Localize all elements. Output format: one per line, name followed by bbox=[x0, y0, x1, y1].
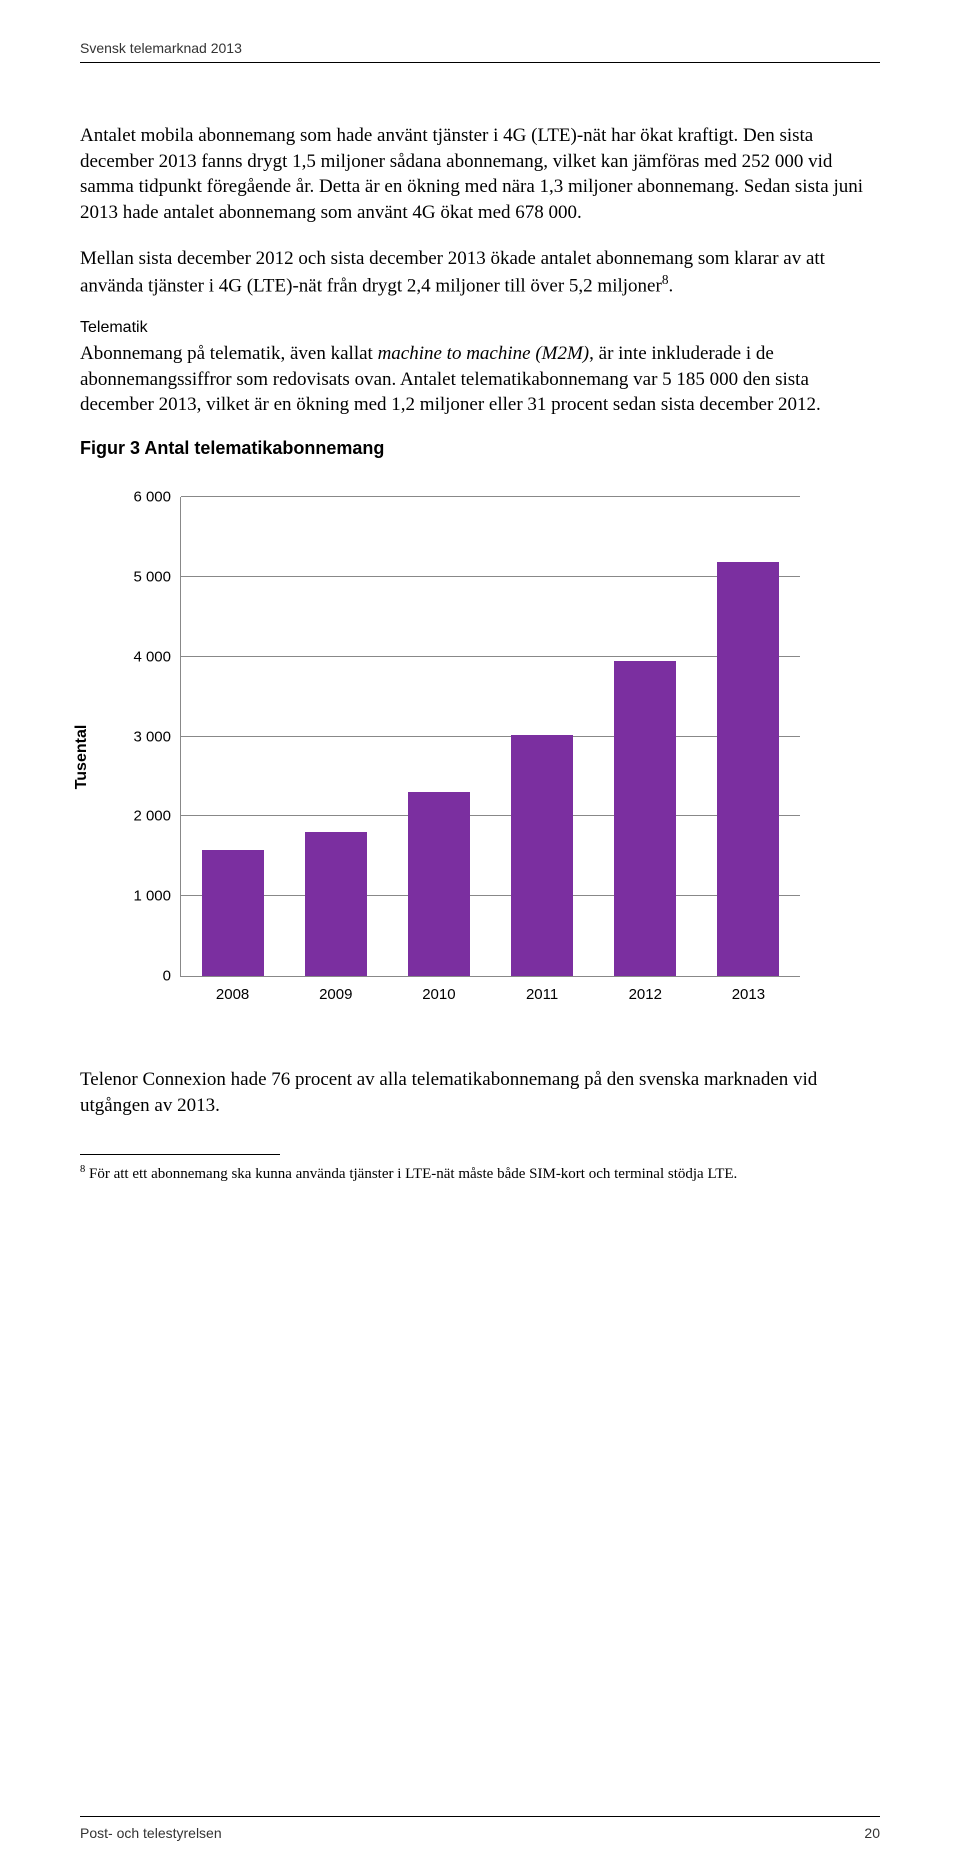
gridline bbox=[181, 895, 800, 896]
paragraph-4: Telenor Connexion hade 76 procent av all… bbox=[80, 1067, 880, 1118]
bar bbox=[614, 661, 676, 976]
footnote-text: För att ett abonnemang ska kunna använda… bbox=[85, 1166, 737, 1182]
footer-org: Post- och telestyrelsen bbox=[80, 1825, 222, 1841]
x-tick-label: 2013 bbox=[732, 976, 765, 1003]
bar bbox=[305, 832, 367, 976]
gridline bbox=[181, 496, 800, 497]
paragraph-3-pre: Abonnemang på telematik, även kallat bbox=[80, 343, 378, 364]
figure-3-title: Figur 3 Antal telematikabonnemang bbox=[80, 438, 880, 459]
paragraph-2-text: Mellan sista december 2012 och sista dec… bbox=[80, 248, 825, 297]
y-tick-label: 5 000 bbox=[133, 568, 181, 585]
gridline bbox=[181, 736, 800, 737]
bar bbox=[717, 562, 779, 976]
telematik-heading: Telematik bbox=[80, 319, 880, 337]
paragraph-1: Antalet mobila abonnemang som hade använ… bbox=[80, 123, 880, 226]
footnote-8: 8 För att ett abonnemang ska kunna använ… bbox=[80, 1163, 880, 1185]
bar bbox=[511, 735, 573, 976]
x-tick-label: 2008 bbox=[216, 976, 249, 1003]
bar-chart: Tusental 01 0002 0003 0004 0005 0006 000… bbox=[100, 487, 820, 1027]
gridline bbox=[181, 815, 800, 816]
y-tick-label: 0 bbox=[163, 968, 181, 985]
x-tick-label: 2011 bbox=[526, 976, 558, 1003]
y-tick-label: 4 000 bbox=[133, 648, 181, 665]
paragraph-3: Abonnemang på telematik, även kallat mac… bbox=[80, 341, 880, 418]
m2m-term: machine to machine (M2M) bbox=[378, 343, 590, 364]
footnote-rule bbox=[80, 1154, 280, 1155]
paragraph-2: Mellan sista december 2012 och sista dec… bbox=[80, 246, 880, 300]
x-tick-label: 2012 bbox=[629, 976, 662, 1003]
paragraph-2-post: . bbox=[668, 276, 673, 297]
footer-rule bbox=[80, 1816, 880, 1817]
x-tick-label: 2010 bbox=[422, 976, 455, 1003]
y-axis-label: Tusental bbox=[73, 725, 91, 790]
y-tick-label: 1 000 bbox=[133, 888, 181, 905]
y-tick-label: 3 000 bbox=[133, 728, 181, 745]
footer-page-number: 20 bbox=[864, 1825, 880, 1841]
gridline bbox=[181, 656, 800, 657]
x-tick-label: 2009 bbox=[319, 976, 352, 1003]
bar bbox=[408, 792, 470, 976]
bar bbox=[202, 850, 264, 976]
y-tick-label: 6 000 bbox=[133, 489, 181, 506]
chart-container: Tusental 01 0002 0003 0004 0005 0006 000… bbox=[100, 487, 880, 1027]
gridline bbox=[181, 576, 800, 577]
page-footer: Post- och telestyrelsen 20 bbox=[80, 1816, 880, 1841]
plot-area: 01 0002 0003 0004 0005 0006 000200820092… bbox=[180, 497, 800, 977]
y-tick-label: 2 000 bbox=[133, 808, 181, 825]
running-header: Svensk telemarknad 2013 bbox=[80, 40, 880, 56]
header-rule bbox=[80, 62, 880, 63]
